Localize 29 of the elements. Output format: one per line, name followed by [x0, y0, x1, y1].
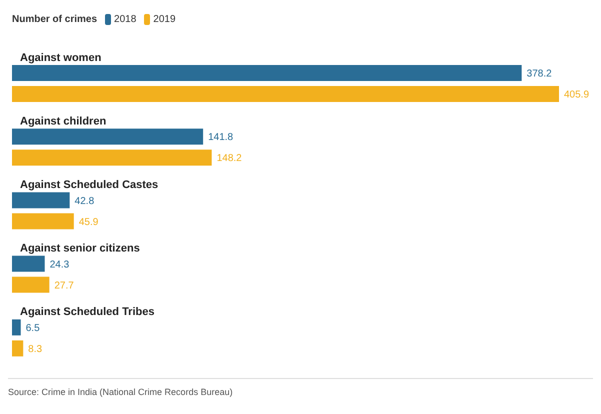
data-label: 45.9 [78, 216, 99, 228]
bar [12, 340, 24, 356]
y-tick-label: Against children [20, 115, 106, 128]
data-label: 378.2 [526, 68, 552, 80]
data-label: 42.8 [74, 196, 95, 207]
y-tick-label: Against Scheduled Castes [20, 179, 158, 191]
bar [12, 150, 212, 166]
bar [12, 192, 70, 208]
y-tick-label: Against Scheduled Tribes [20, 306, 154, 318]
legend-title: Number of crimes [12, 14, 98, 24]
data-label: 27.7 [54, 280, 74, 292]
bar [12, 86, 559, 102]
legend-label: 2018 [114, 14, 136, 24]
data-label: 141.8 [208, 132, 234, 144]
bar [12, 276, 50, 293]
data-label: 6.5 [26, 322, 40, 334]
bar [12, 256, 45, 272]
bar [12, 65, 522, 81]
bar [12, 128, 204, 145]
data-label: 8.3 [28, 344, 43, 355]
source-note: Source: Crime in India (National Crime Records Bureau) [8, 387, 234, 397]
y-tick-label: Against women [20, 52, 102, 64]
data-label: 405.9 [564, 90, 590, 101]
legend-label: 2019 [153, 14, 176, 24]
bar [12, 213, 74, 230]
bar [12, 319, 21, 336]
data-label: 24.3 [50, 259, 70, 270]
data-label: 148.2 [216, 153, 242, 164]
y-tick-label: Against senior citizens [20, 242, 140, 255]
